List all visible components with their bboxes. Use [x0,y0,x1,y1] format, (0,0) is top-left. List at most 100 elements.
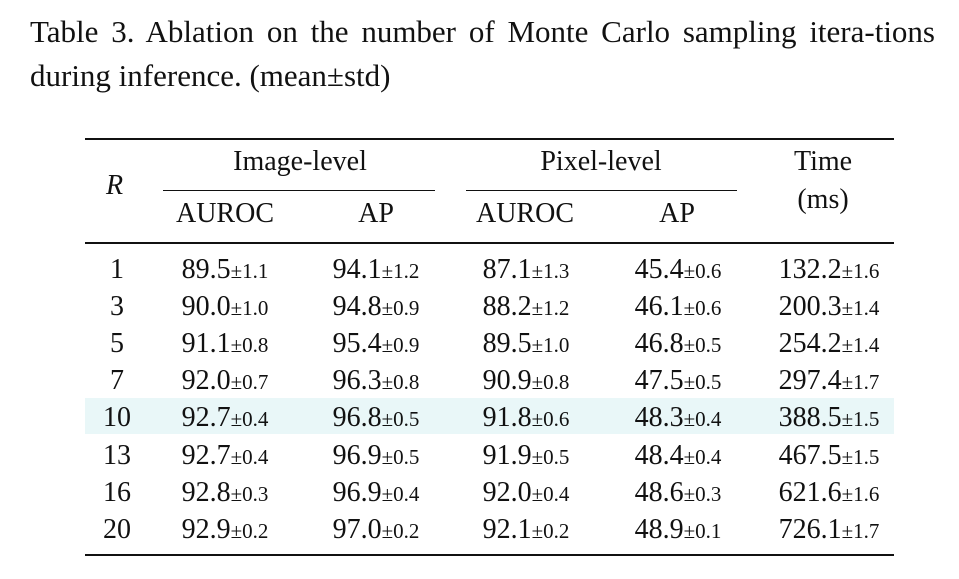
cell-std: ±1.2 [531,296,570,321]
cell-img-auroc: 90.0±1.0 [182,291,269,323]
cell-px-auroc: 92.0±0.4 [483,477,570,509]
cell-px-ap: 45.4±0.6 [635,254,722,286]
header-image-ap: AP [358,198,394,229]
cell-px-ap: 47.5±0.5 [635,365,722,397]
cell-value: 97.0 [332,513,382,545]
cell-std: ±1.6 [841,259,880,283]
cell-px-ap: 46.8±0.5 [635,328,722,360]
cell-value: 89.5 [482,328,532,360]
cell-std: ±0.8 [531,370,570,395]
header-image-level: Image-level [233,146,367,177]
cell-value: 92.9 [181,513,231,545]
table-row: 10 92.7±0.4 96.8±0.5 91.8±0.6 48.3±0.4 388.5±… [85,402,894,439]
header-pixel-auroc: AUROC [475,198,575,229]
cell-std: ±1.5 [841,407,880,432]
cell-img-ap: 96.8±0.5 [333,402,420,434]
cell-px-ap: 46.1±0.6 [635,291,722,323]
cell-time: 726.1±1.7 [779,514,880,546]
cell-std: ±1.4 [841,296,880,321]
cell-value: 92.7 [181,402,231,434]
cell-r: 3 [110,291,124,323]
cell-img-auroc: 89.5±1.1 [182,254,269,286]
cell-value: 16 [103,476,131,508]
cell-time: 254.2±1.4 [779,328,880,360]
cell-value: 200.3 [778,291,842,323]
cell-img-auroc: 92.9±0.2 [182,514,269,546]
header-pixel-ap: AP [659,198,695,229]
cell-std: ±0.4 [230,444,269,469]
cell-value: 96.3 [332,365,382,397]
cell-value: 89.5 [181,254,231,285]
cell-std: ±1.0 [531,333,570,358]
cell-time: 467.5±1.5 [779,440,880,472]
cell-r: 5 [110,328,124,360]
cell-value: 94.1 [332,254,382,285]
cell-value: 94.8 [332,291,382,323]
cell-value: 91.9 [482,439,532,471]
cell-value: 254.2 [778,328,842,360]
cell-value: 90.0 [181,291,231,323]
cell-std: ±1.7 [841,518,880,543]
table-row: 13 92.7±0.4 96.9±0.5 91.9±0.5 48.4±0.4 467.5±… [85,440,894,477]
cell-value: 20 [103,513,131,545]
highlighted-row-background [85,398,894,435]
cell-value: 7 [110,365,124,397]
table-bottom-rule [85,554,894,556]
header-pixel-level: Pixel-level [540,146,662,177]
cell-img-auroc: 92.7±0.4 [182,440,269,472]
cell-value: 92.0 [482,476,532,508]
cell-value: 5 [110,328,124,360]
cell-value: 46.1 [634,291,684,323]
cell-value: 388.5 [778,402,842,434]
cell-std: ±0.6 [683,296,722,321]
cell-std: ±0.5 [683,333,722,358]
cell-std: ±0.5 [531,444,570,469]
cell-px-auroc: 91.8±0.6 [483,402,570,434]
cell-std: ±1.1 [230,259,269,283]
cell-value: 726.1 [778,513,842,545]
cell-img-ap: 96.9±0.5 [333,440,420,472]
cell-px-auroc: 92.1±0.2 [483,514,570,546]
cell-px-ap: 48.4±0.4 [635,440,722,472]
cell-value: 95.4 [332,328,382,360]
cell-std: ±0.8 [381,370,420,395]
cell-value: 621.6 [778,476,842,508]
cell-value: 92.0 [181,365,231,397]
cell-std: ±0.4 [230,407,269,432]
cell-value: 467.5 [778,439,842,471]
cell-img-auroc: 92.8±0.3 [182,477,269,509]
cell-std: ±1.4 [841,333,880,358]
cell-value: 92.8 [181,476,231,508]
cell-r: 16 [103,477,131,509]
cell-px-auroc: 91.9±0.5 [483,440,570,472]
cell-px-auroc: 88.2±1.2 [483,291,570,323]
cell-value: 96.9 [332,476,382,508]
cell-value: 92.1 [482,513,532,545]
cell-value: 46.8 [634,328,684,360]
cell-time: 200.3±1.4 [779,291,880,323]
cell-r: 7 [110,365,124,397]
cell-img-ap: 97.0±0.2 [333,514,420,546]
cell-img-ap: 96.9±0.4 [333,477,420,509]
cell-value: 96.9 [332,439,382,471]
cell-value: 13 [103,439,131,471]
cell-px-ap: 48.3±0.4 [635,402,722,434]
table-header-rule [85,242,894,244]
cell-value: 3 [110,291,124,323]
cell-std: ±0.9 [381,296,420,321]
cell-time: 297.4±1.7 [779,365,880,397]
cell-value: 91.8 [482,402,532,434]
cell-value: 132.2 [778,254,842,285]
table-row: 7 92.0±0.7 96.3±0.8 90.9±0.8 47.5±0.5 297.4±1… [85,365,894,402]
pixel-level-cmidrule [466,190,737,192]
cell-std: ±1.5 [841,444,880,469]
cell-time: 132.2±1.6 [779,254,880,286]
cell-std: ±0.4 [531,481,570,506]
cell-value: 47.5 [634,365,684,397]
header-time: Time [793,146,853,177]
table-top-rule [85,138,894,140]
cell-value: 48.3 [634,402,684,434]
cell-std: ±0.3 [230,481,269,506]
cell-std: ±0.5 [381,407,420,432]
cell-std: ±1.6 [841,481,880,506]
